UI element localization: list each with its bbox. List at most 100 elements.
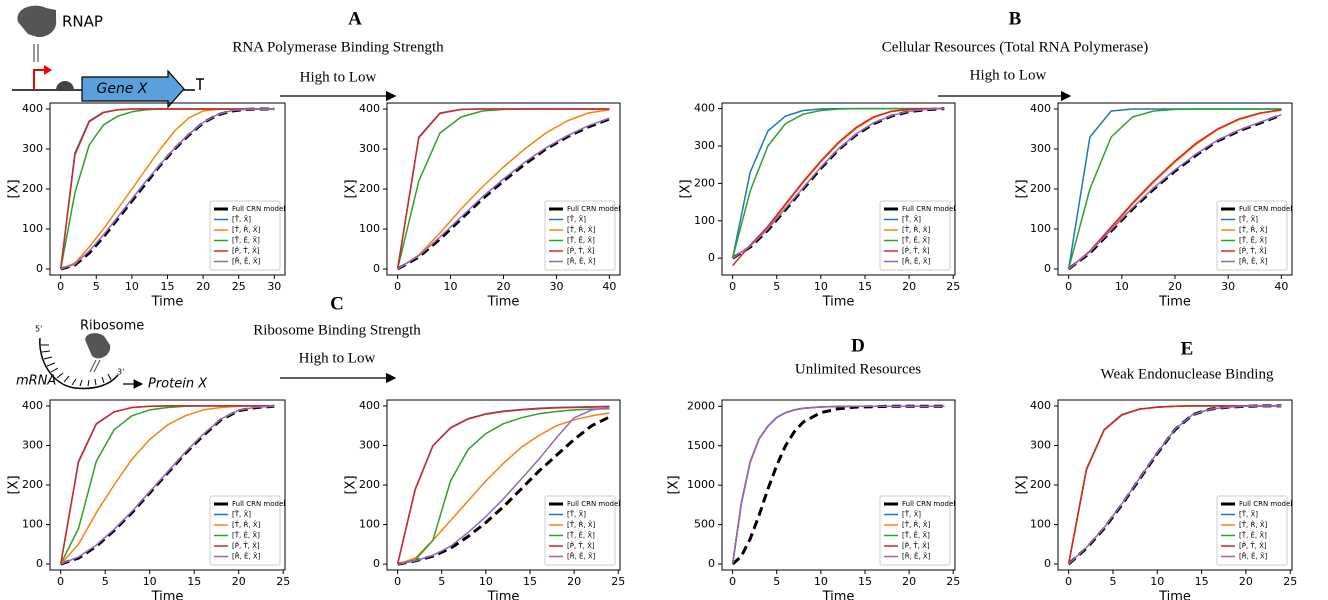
series-line — [396, 108, 610, 270]
x-tick-label: 20 — [497, 280, 511, 293]
y-tick-label: 200 — [359, 182, 380, 195]
y-tick-label: 400 — [694, 102, 715, 115]
plot-lines — [1067, 108, 1282, 271]
x-tick-label: 20 — [232, 575, 246, 588]
x-tick-label: 10 — [814, 280, 828, 293]
y-tick-label: 200 — [1030, 182, 1051, 195]
mrna-label: mRNA — [16, 374, 56, 389]
x-tick-label: 30 — [549, 280, 563, 293]
y-tick-label: 1500 — [687, 439, 715, 452]
y-tick-label: 300 — [359, 142, 380, 155]
legend-label: [T̂, Ê, X̂] — [1239, 236, 1267, 245]
y-tick-label: 200 — [1030, 478, 1051, 491]
x-tick-label: 5 — [438, 575, 445, 588]
y-tick-label: 400 — [22, 102, 43, 115]
series-line — [1067, 108, 1282, 270]
y-tick-label: 300 — [359, 438, 380, 451]
series-line — [732, 107, 945, 259]
x-tick-label: 15 — [187, 575, 201, 588]
x-tick-label: 5 — [102, 575, 109, 588]
legend-label: [R̂, Ê, X̂] — [902, 552, 931, 561]
legend-label: [T̂, X̂] — [232, 510, 251, 518]
x-axis-label: Time — [151, 590, 184, 600]
legend-box — [209, 200, 281, 271]
legend-label: [T̂, Ê, X̂] — [1239, 531, 1267, 540]
x-tick-label: 0 — [729, 575, 736, 588]
x-tick-label: 0 — [57, 575, 64, 588]
y-axis-label: [X] — [679, 179, 694, 198]
x-tick-label: 20 — [902, 280, 916, 293]
legend-label: [T̂, Ê, X̂] — [232, 236, 260, 245]
legend-label: [R̂, Ê, X̂] — [232, 257, 261, 266]
series-line — [731, 107, 945, 260]
x-tick-label: 0 — [1065, 575, 1072, 588]
five-prime: 5' — [35, 325, 42, 334]
mrna-diagram: 5' 3' Ribosome mRNA Protein X — [16, 319, 208, 392]
y-axis-label: [X] — [344, 179, 359, 198]
y-axis-label: [X] — [7, 179, 22, 198]
legend-label: [T̂, Ê, X̂] — [902, 531, 930, 540]
plot-lines — [731, 107, 945, 267]
x-tick-label: 10 — [479, 575, 493, 588]
legend-label: [R̂, Ê, X̂] — [1239, 257, 1268, 266]
legend-label: [P̂, T̂, X̂] — [1239, 247, 1267, 255]
axes-frame — [49, 102, 286, 276]
ribosome-label: Ribosome — [80, 319, 144, 334]
plot-lines — [396, 108, 610, 271]
y-tick-label: 0 — [708, 557, 715, 570]
legend-label: Full CRN model — [232, 500, 285, 508]
y-tick-label: 2000 — [687, 399, 715, 412]
y-axis-label: [X] — [667, 475, 682, 494]
panel-title: Weak Endonuclease Binding — [1101, 366, 1274, 382]
series-line — [397, 109, 610, 270]
x-tick-label: 25 — [611, 575, 625, 588]
arrow-label: High to Low — [299, 350, 376, 366]
y-tick-label: 200 — [359, 478, 380, 491]
x-tick-label: 25 — [232, 280, 246, 293]
legend-label: [P̂, T̂, X̂] — [567, 247, 595, 255]
panel-title: Ribosome Binding Strength — [253, 322, 421, 338]
legend-box — [879, 200, 951, 271]
x-tick-label: 20 — [902, 575, 916, 588]
panel-letter: B — [1009, 8, 1022, 29]
y-tick-label: 200 — [22, 478, 43, 491]
series-line — [397, 117, 610, 270]
x-tick-label: 25 — [1283, 575, 1297, 588]
legend-label: [T̂, R̂, X̂] — [567, 521, 596, 529]
y-tick-label: 300 — [694, 139, 715, 152]
plot-lines — [731, 404, 945, 566]
legend-label: [T̂, X̂] — [567, 215, 586, 223]
series-line — [59, 108, 275, 270]
x-tick-label: 10 — [444, 280, 458, 293]
x-tick-label: 20 — [1168, 280, 1182, 293]
y-tick-label: 100 — [1030, 518, 1051, 531]
x-tick-label: 15 — [523, 575, 537, 588]
legend-label: [T̂, R̂, X̂] — [902, 521, 931, 529]
series-line — [1068, 405, 1282, 565]
y-tick-label: 100 — [359, 222, 380, 235]
legend-label: [T̂, R̂, X̂] — [1239, 521, 1268, 529]
y-axis-label: [X] — [7, 475, 22, 494]
axes-frame — [721, 102, 956, 276]
legend-label: [P̂, T̂, X̂] — [902, 542, 930, 550]
arrow-label: High to Low — [970, 67, 1047, 83]
plot-lines — [59, 107, 275, 271]
series-line — [60, 108, 275, 270]
x-tick-label: 30 — [267, 280, 281, 293]
y-tick-label: 400 — [22, 399, 43, 412]
legend-box — [209, 495, 281, 566]
legend-label: [T̂, X̂] — [567, 510, 586, 518]
legend-label: [T̂, R̂, X̂] — [232, 521, 261, 529]
gene-diagram: RNAP Gene X — [12, 5, 204, 109]
x-tick-label: 5 — [773, 575, 780, 588]
axes-frame — [1057, 399, 1293, 571]
three-prime: 3' — [117, 368, 124, 377]
legend-label: [T̂, X̂] — [902, 215, 921, 223]
y-tick-label: 400 — [359, 102, 380, 115]
legend-label: [P̂, T̂, X̂] — [1239, 542, 1267, 550]
legend-label: Full CRN model — [567, 205, 620, 213]
y-tick-label: 0 — [373, 557, 380, 570]
y-tick-label: 300 — [1030, 438, 1051, 451]
series-line — [397, 407, 610, 565]
